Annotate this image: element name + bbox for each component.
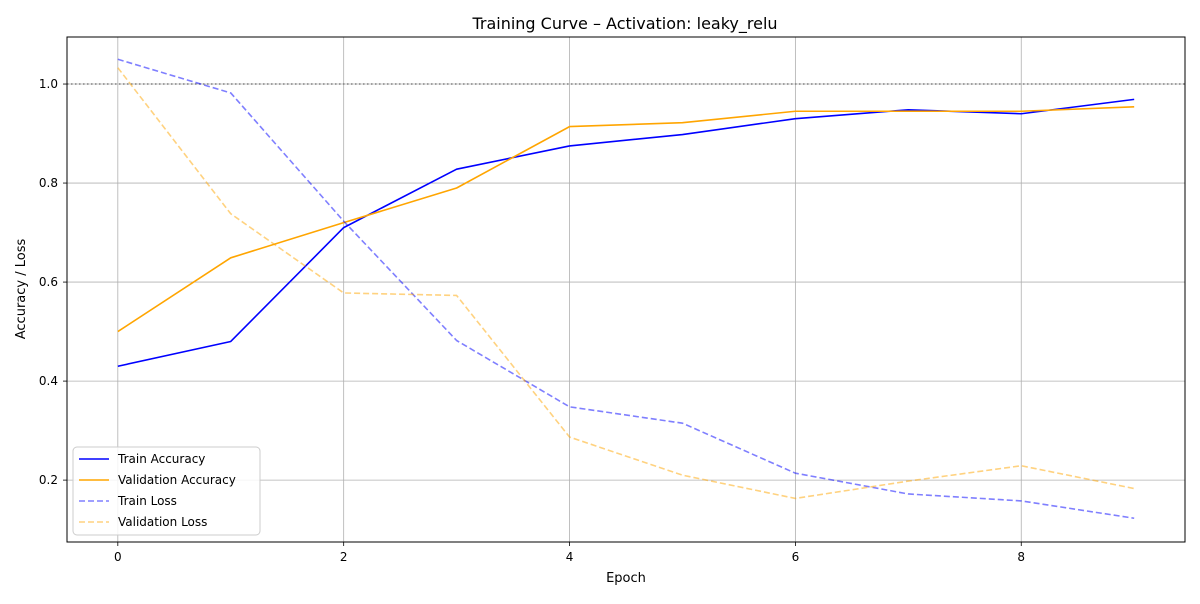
y-tick-label: 0.6 xyxy=(39,275,58,289)
series-line-validation-accuracy xyxy=(117,106,1135,333)
x-tick-label: 8 xyxy=(1017,550,1025,564)
y-tick-label: 1.0 xyxy=(39,77,58,91)
series-line-train-loss xyxy=(117,58,1135,520)
x-tick-label: 4 xyxy=(566,550,574,564)
y-axis-label: Accuracy / Loss xyxy=(14,239,29,340)
plot-frame xyxy=(66,36,1186,543)
legend-label-train-loss: Train Loss xyxy=(117,494,177,508)
legend: Train Accuracy Validation Accuracy Train L… xyxy=(72,446,261,536)
legend-label-validation-accuracy: Validation Accuracy xyxy=(118,473,236,487)
series-lines xyxy=(117,58,1135,520)
x-tick-label: 6 xyxy=(792,550,800,564)
y-axis-ticks: 0.2 0.4 0.6 0.8 1.0 xyxy=(39,77,67,487)
series-line-validation-loss xyxy=(117,67,1135,500)
legend-items: Train Accuracy Validation Accuracy Train L… xyxy=(79,452,236,529)
legend-box xyxy=(72,446,261,536)
legend-label-validation-loss: Validation Loss xyxy=(118,515,207,529)
x-axis-ticks: 0 2 4 6 8 xyxy=(114,542,1025,564)
y-tick-label: 0.2 xyxy=(39,473,58,487)
x-tick-label: 2 xyxy=(340,550,348,564)
legend-label-train-accuracy: Train Accuracy xyxy=(117,452,205,466)
chart-title: Training Curve – Activation: leaky_relu xyxy=(471,14,777,34)
y-tick-label: 0.8 xyxy=(39,176,58,190)
x-axis-label: Epoch xyxy=(606,571,646,586)
y-tick-label: 0.4 xyxy=(39,374,58,388)
grid-lines xyxy=(67,37,1185,542)
x-tick-label: 0 xyxy=(114,550,122,564)
